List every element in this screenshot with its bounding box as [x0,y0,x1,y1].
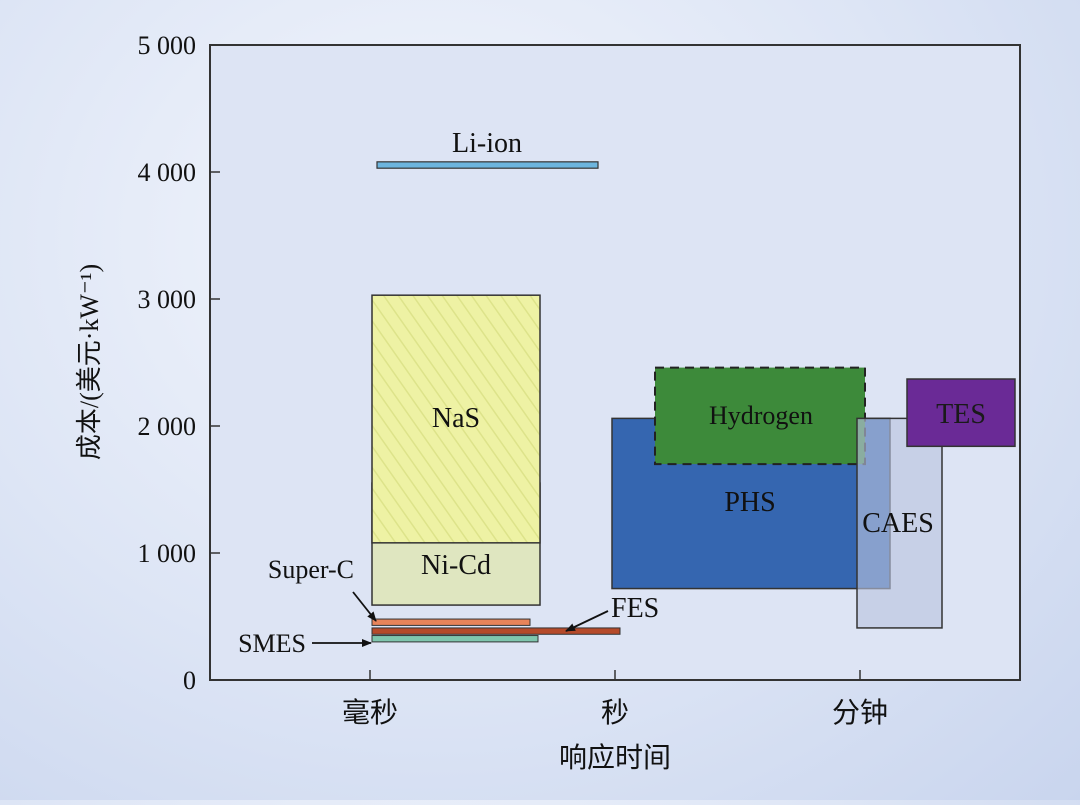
y-tick-label: 0 [183,666,196,695]
box-caes [856,417,943,629]
y-tick-label: 5 000 [138,31,197,60]
technology-boxes [371,161,1016,643]
label-hydrogen: Hydrogen [709,401,813,430]
box-nas [371,294,541,544]
box-fes [371,627,621,635]
label-nas: NaS [432,403,480,434]
x-axis-label: 响应时间 [559,742,671,774]
y-tick-label: 3 000 [138,285,197,314]
arrow-super-c [352,591,377,622]
box-hydrogen [654,366,866,466]
y-axis-label: 成本/(美元·kW⁻¹) [75,264,104,460]
box-tes [906,378,1016,448]
y-tick-label: 1 000 [138,539,197,568]
box-li-ion [376,161,599,169]
label-caes: CAES [862,508,934,539]
y-tick-label: 2 000 [138,412,197,441]
label-super-c: Super-C [268,555,354,584]
x-tick-label: 分钟 [832,697,888,729]
technology-labels: Li-ion NaS Ni-Cd PHS Hydrogen CAES TES Super-C F… [238,128,986,658]
label-phs: PHS [724,487,775,518]
x-axis-ticks: 毫秒 秒 分钟 [342,670,888,729]
y-tick-label: 4 000 [138,158,197,187]
arrow-fes [565,610,609,632]
label-ni-cd: Ni-Cd [421,550,491,581]
y-axis-ticks: 0 1 000 2 000 3 000 4 000 5 000 [138,31,220,695]
label-fes: FES [611,593,659,624]
label-smes: SMES [238,629,306,658]
x-tick-label: 秒 [601,697,629,729]
label-li-ion: Li-ion [452,128,522,159]
box-super-c [371,618,531,626]
label-tes: TES [936,399,986,430]
box-smes [371,635,539,643]
x-tick-label: 毫秒 [342,697,398,729]
